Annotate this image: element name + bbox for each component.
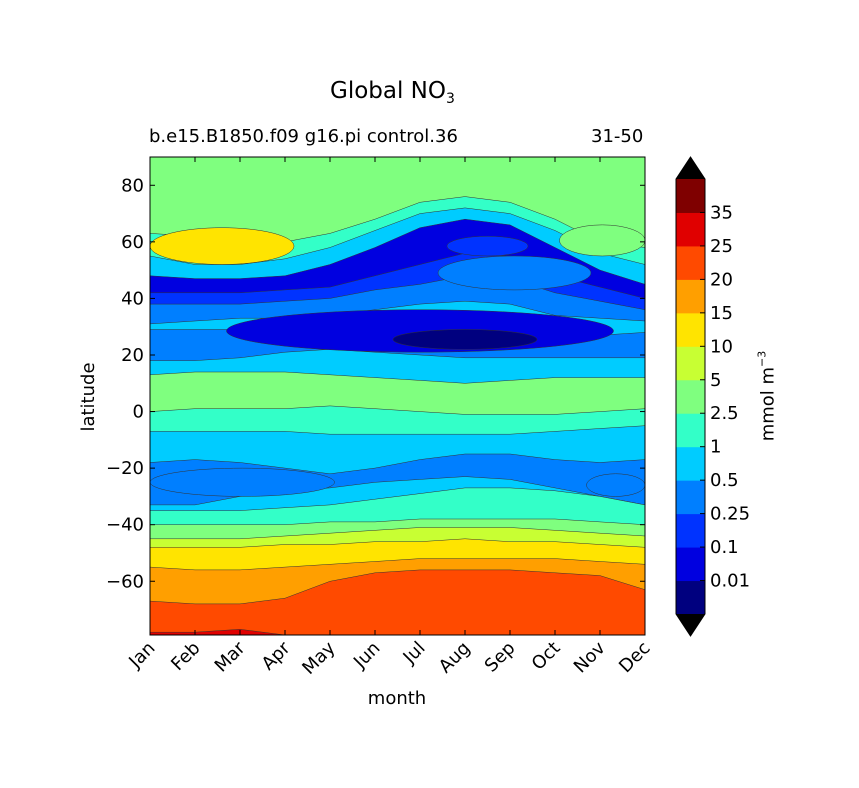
- chart-subtitle-years: 31-50: [591, 126, 644, 147]
- colorbar-swatch: [676, 379, 705, 414]
- contour-band: [150, 569, 645, 635]
- colorbar-swatch: [676, 446, 705, 481]
- plot-area: [150, 157, 645, 635]
- x-tick-label: Sep: [481, 638, 520, 677]
- y-tick-label: −40: [106, 515, 144, 536]
- x-tick-label: Mar: [211, 637, 250, 676]
- contour-patch: [150, 467, 335, 497]
- contour-patch: [150, 227, 295, 265]
- colorbar-swatch: [676, 245, 705, 280]
- chart-title-subscript: 3: [446, 91, 455, 107]
- y-tick-label: −20: [106, 458, 144, 479]
- y-tick-label: −60: [106, 571, 144, 592]
- contour-patch: [559, 224, 645, 257]
- colorbar-tick-label: 0.5: [710, 470, 739, 491]
- contour-patch: [446, 235, 529, 257]
- y-tick-label: 40: [121, 288, 144, 309]
- colorbar-swatch: [676, 312, 705, 347]
- colorbar-swatch: [676, 480, 705, 515]
- colorbar-swatch: [676, 513, 705, 548]
- y-axis-label: latitude: [78, 362, 99, 431]
- y-tick-label: 20: [121, 345, 144, 366]
- x-tick-label: Oct: [528, 638, 565, 675]
- colorbar-extend-max: [676, 157, 705, 179]
- colorbar-tick-label: 0.1: [710, 537, 739, 558]
- colorbar-swatch: [676, 279, 705, 314]
- colorbar-tick-label: 0.25: [710, 504, 750, 525]
- colorbar-tick-label: 35: [710, 202, 733, 223]
- x-axis-label: month: [368, 688, 426, 709]
- colorbar-outline: [675, 156, 706, 637]
- colorbar-swatch: [676, 346, 705, 381]
- colorbar-tick-label: 20: [710, 269, 733, 290]
- x-tick-label: May: [298, 637, 339, 678]
- colorbar: 35 25 20 15 10 5 2.5 1 0.5 0.25 0.1 0.01: [675, 156, 750, 637]
- colorbar-swatch: [676, 580, 705, 615]
- colorbar-extend-min: [676, 614, 705, 636]
- chart-title: Global NO3: [330, 78, 455, 107]
- x-tick-label: Aug: [435, 638, 475, 678]
- colorbar-tick-label: 1: [710, 437, 721, 458]
- x-tick-label: Nov: [570, 637, 610, 677]
- contour-band: [150, 629, 645, 635]
- contour-patch: [437, 255, 592, 291]
- colorbar-tick-label: 5: [710, 370, 721, 391]
- x-tick-label: Jan: [124, 638, 159, 673]
- x-tick-label: Apr: [258, 637, 295, 674]
- y-axis: 80 60 40 20 0 −20 −40 −60: [106, 175, 645, 592]
- contour-patch: [586, 473, 645, 497]
- y-tick-label: 60: [121, 232, 144, 253]
- y-tick-label: 80: [121, 175, 144, 196]
- colorbar-tick-label: 10: [710, 336, 733, 357]
- colorbar-tick-label: 0.01: [710, 571, 750, 592]
- colorbar-swatch: [676, 212, 705, 247]
- colorbar-tick-label: 25: [710, 236, 733, 257]
- x-tick-label: Jun: [349, 638, 384, 673]
- plot-frame: [149, 156, 646, 636]
- x-tick-label: Feb: [167, 638, 204, 675]
- colorbar-swatch: [676, 179, 705, 213]
- colorbar-swatch: [676, 547, 705, 582]
- chart-subtitle-case: b.e15.B1850.f09 g16.pi control.36: [149, 126, 458, 147]
- contour-patch: [392, 329, 538, 350]
- y-tick-label: 0: [133, 402, 144, 423]
- colorbar-tick-label: 2.5: [710, 403, 739, 424]
- x-tick-label: Dec: [615, 638, 654, 677]
- colorbar-swatch: [676, 413, 705, 448]
- x-tick-label: Jul: [399, 638, 430, 669]
- colorbar-tick-label: 15: [710, 303, 733, 324]
